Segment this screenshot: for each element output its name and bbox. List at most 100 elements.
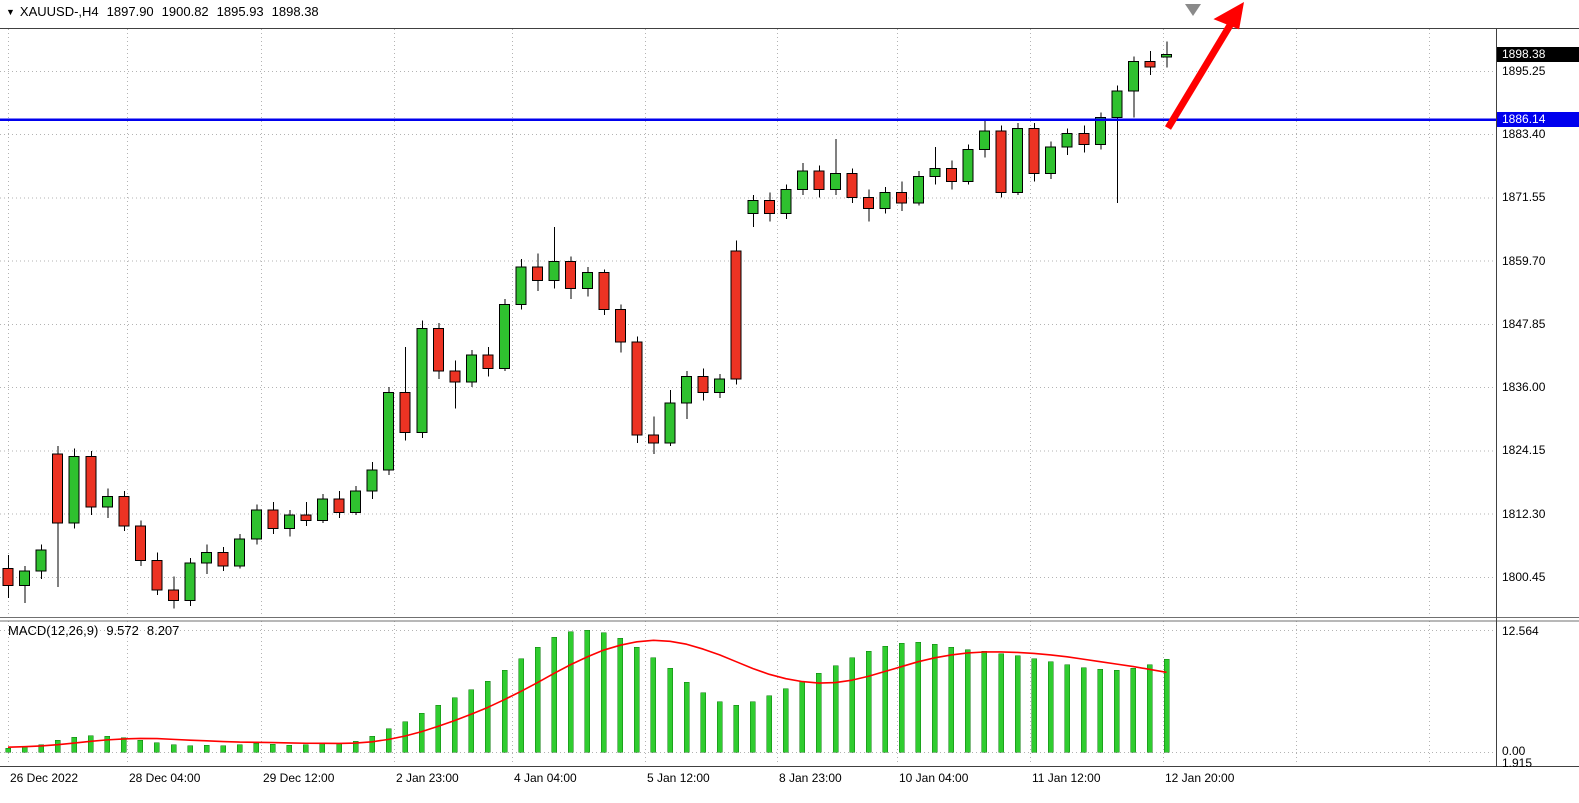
- title-high: 1900.82: [161, 4, 209, 19]
- candle-body: [697, 375, 709, 393]
- macd-bar: [104, 736, 111, 753]
- candle-body: [1012, 127, 1024, 193]
- macd-bar: [584, 629, 590, 753]
- price-axis-label: 1824.15: [1502, 443, 1546, 458]
- macd-bar: [170, 744, 177, 753]
- macd-bar: [932, 643, 938, 753]
- macd-bar: [452, 697, 458, 753]
- macd-bar: [832, 665, 839, 753]
- candle-body: [250, 509, 262, 540]
- macd-bar: [121, 737, 127, 753]
- candle-body: [316, 498, 328, 521]
- time-axis-label: 8 Jan 23:00: [779, 771, 842, 785]
- candle-body: [548, 261, 560, 281]
- candle-body: [283, 514, 295, 529]
- candle-body: [978, 130, 990, 151]
- candle-body: [598, 271, 610, 311]
- candle-body: [134, 525, 146, 561]
- candle-body: [234, 538, 246, 567]
- hline-price-tag: 1886.14: [1497, 112, 1579, 128]
- macd-bar: [154, 742, 160, 753]
- trend-arrow-head[interactable]: [1213, 2, 1244, 30]
- macd-indicator-label: MACD(12,26,9) 9.572 8.207: [8, 623, 179, 638]
- candle-body: [846, 173, 858, 199]
- macd-bar: [236, 744, 243, 753]
- macd-bar: [634, 646, 640, 753]
- candle-body: [1078, 133, 1090, 145]
- price-axis-label: 1859.70: [1502, 253, 1546, 268]
- candle-body: [1028, 127, 1040, 175]
- candle-body: [184, 562, 196, 601]
- macd-bar: [1097, 669, 1104, 753]
- macd-bar: [485, 680, 491, 753]
- macd-bar: [1130, 668, 1137, 753]
- candle-body: [350, 490, 362, 513]
- candle-body: [52, 453, 64, 524]
- macd-bar: [816, 673, 822, 753]
- price-axis[interactable]: 1898.38 1886.14 1895.25 1883.40 1871.55 185…: [1497, 0, 1579, 790]
- macd-bar: [286, 744, 293, 753]
- macd-bar: [998, 653, 1004, 753]
- time-axis-label: 12 Jan 20:00: [1165, 771, 1235, 785]
- macd-bar: [1163, 658, 1170, 753]
- candle-body: [780, 189, 792, 215]
- candle-body: [101, 495, 113, 508]
- candle-body: [168, 589, 179, 601]
- macd-value-signal: 8.207: [146, 623, 180, 638]
- candle-body: [217, 551, 229, 567]
- candle-body: [2, 567, 14, 587]
- time-axis-label: 28 Dec 04:00: [129, 771, 201, 785]
- price-axis-label: 1800.45: [1502, 569, 1546, 584]
- macd-bar: [1014, 655, 1021, 753]
- candle-body: [565, 261, 577, 289]
- candle-body: [35, 549, 47, 572]
- macd-bar: [981, 650, 988, 753]
- title-symbol-timeframe: XAUUSD-,H4: [19, 4, 99, 19]
- macd-bar: [882, 645, 888, 753]
- macd-bar: [187, 745, 193, 753]
- macd-bar: [270, 743, 276, 753]
- time-axis-label: 5 Jan 12:00: [647, 771, 710, 785]
- candle-body: [532, 266, 544, 281]
- price-axis-label: 1836.00: [1502, 380, 1546, 395]
- candle-body: [714, 378, 726, 393]
- macd-signal-line: [7, 639, 1167, 748]
- candle-body: [813, 170, 825, 191]
- macd-bar: [1081, 667, 1087, 753]
- time-axis-label: 26 Dec 2022: [10, 771, 79, 785]
- candle-body: [151, 559, 163, 591]
- macd-bar: [1064, 664, 1070, 753]
- macd-bar: [683, 681, 690, 753]
- candle-body: [267, 509, 279, 529]
- time-axis[interactable]: 26 Dec 2022 28 Dec 04:00 29 Dec 12:00 2 Jan…: [0, 766, 1579, 796]
- macd-bar: [435, 705, 442, 753]
- candle-body: [1061, 133, 1073, 148]
- candle-body: [416, 327, 428, 433]
- price-axis-label: 1871.55: [1502, 190, 1546, 205]
- candle-body: [631, 341, 643, 436]
- candle-body: [482, 354, 494, 369]
- macd-bar: [965, 649, 971, 753]
- chart-title: ▼ XAUUSD-,H4 1897.90 1900.82 1895.93 1898.38: [6, 4, 319, 19]
- candle-body: [830, 173, 841, 191]
- candle-body: [515, 266, 527, 305]
- macd-bar: [650, 657, 657, 753]
- candle-body: [1127, 61, 1139, 92]
- trend-arrow[interactable]: [1165, 22, 1234, 130]
- macd-bar: [783, 688, 789, 753]
- macd-bar: [137, 740, 144, 753]
- time-axis-label: 10 Jan 04:00: [899, 771, 969, 785]
- macd-bar: [303, 744, 309, 753]
- macd-bar: [518, 658, 524, 753]
- macd-bar: [319, 743, 326, 753]
- macd-bar: [700, 692, 706, 753]
- macd-bar: [601, 632, 607, 753]
- candle-body: [300, 514, 312, 521]
- title-close: 1898.38: [271, 4, 319, 19]
- time-axis-label: 2 Jan 23:00: [396, 771, 459, 785]
- macd-bar: [567, 631, 574, 753]
- candle-body: [201, 551, 213, 564]
- macd-axis-min: 1.915: [1502, 756, 1533, 770]
